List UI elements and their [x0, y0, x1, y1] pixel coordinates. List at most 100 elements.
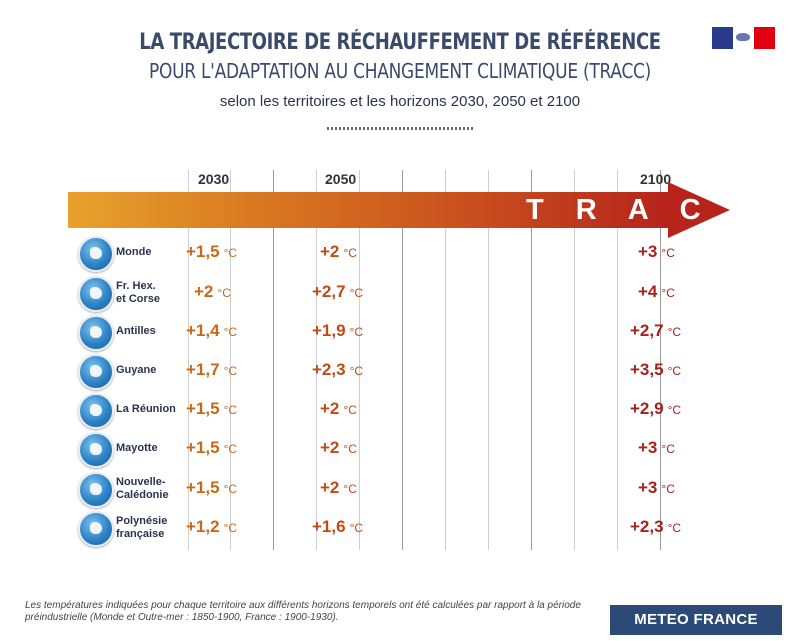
page-title: LA TRAJECTOIRE DE RÉCHAUFFEMENT DE RÉFÉR…: [139, 30, 661, 55]
unit-label: °C: [349, 286, 364, 300]
meteo-france-logo: METEO FRANCE: [610, 605, 782, 635]
territory-globe-icon: [78, 511, 114, 547]
warming-value-2100: +3 °C: [638, 478, 675, 498]
territory-label: La Réunion: [116, 403, 176, 415]
warming-value-2030: +1,5 °C: [186, 242, 237, 262]
warming-number: +1,7: [186, 360, 220, 379]
unit-label: °C: [661, 246, 675, 260]
table-row: Fr. Hex. et Corse +2 °C +2,7 °C +4 °C: [0, 276, 800, 316]
territory-globe-icon: [78, 315, 114, 351]
table-row: Mayotte +1,5 °C +2 °C +3 °C: [0, 432, 800, 472]
warming-value-2050: +2 °C: [320, 478, 357, 498]
unit-label: °C: [667, 325, 682, 339]
unit-label: °C: [343, 246, 357, 260]
warming-number: +1,5: [186, 478, 220, 497]
table-row: Antilles +1,4 °C +1,9 °C +2,7 °C: [0, 315, 800, 355]
territory-label: Nouvelle- Calédonie: [116, 476, 169, 501]
warming-value-2100: +3 °C: [638, 438, 675, 458]
territory-label: Guyane: [116, 364, 157, 376]
warming-value-2030: +2 °C: [194, 282, 231, 302]
unit-label: °C: [343, 442, 357, 456]
territory-globe-icon: [78, 472, 114, 508]
warming-number: +2,3: [312, 360, 346, 379]
unit-label: °C: [349, 521, 364, 535]
warming-number: +1,4: [186, 321, 220, 340]
warming-number: +2,3: [630, 517, 664, 536]
unit-label: °C: [223, 521, 238, 535]
warming-value-2100: +3 °C: [638, 242, 675, 262]
warming-value-2100: +2,7 °C: [630, 321, 681, 341]
warming-value-2030: +1,7 °C: [186, 360, 237, 380]
warming-number: +2: [320, 478, 340, 497]
warming-number: +1,2: [186, 517, 220, 536]
warming-value-2050: +2 °C: [320, 399, 357, 419]
warming-number: +4: [638, 282, 658, 301]
warming-number: +2: [320, 242, 340, 261]
warming-number: +2,7: [312, 282, 346, 301]
warming-number: +1,9: [312, 321, 346, 340]
tracc-arrow-head: [668, 182, 730, 238]
unit-label: °C: [217, 286, 231, 300]
unit-label: °C: [223, 442, 238, 456]
year-2100-label: 2100: [640, 171, 672, 187]
table-row: La Réunion +1,5 °C +2 °C +2,9 °C: [0, 393, 800, 433]
subtitle: selon les territoires et les horizons 20…: [219, 93, 581, 110]
warming-value-2030: +1,2 °C: [186, 517, 237, 537]
warming-value-2050: +1,6 °C: [312, 517, 363, 537]
warming-value-2050: +2,7 °C: [312, 282, 363, 302]
unit-label: °C: [223, 403, 238, 417]
footnote: Les températures indiquées pour chaque t…: [25, 600, 581, 623]
republique-francaise-logo-icon: [712, 27, 775, 49]
table-row: Polynésie française +1,2 °C +1,6 °C +2,3 °C: [0, 511, 800, 551]
territory-label: Mayotte: [116, 442, 158, 454]
warming-value-2100: +2,3 °C: [630, 517, 681, 537]
warming-value-2030: +1,5 °C: [186, 438, 237, 458]
territory-label: Fr. Hex. et Corse: [116, 280, 161, 305]
warming-number: +2: [194, 282, 214, 301]
tracc-arrow-label: T R A C C: [526, 194, 766, 226]
territory-globe-icon: [78, 354, 114, 390]
warming-number: +2: [320, 399, 340, 418]
warming-value-2030: +1,5 °C: [186, 399, 237, 419]
warming-value-2100: +3,5 °C: [630, 360, 681, 380]
page-title-line2: POUR L'ADAPTATION AU CHANGEMENT CLIMATIQ…: [148, 59, 652, 83]
warming-value-2050: +2 °C: [320, 438, 357, 458]
unit-label: °C: [343, 482, 357, 496]
table-row: Nouvelle- Calédonie +1,5 °C +2 °C +3 °C: [0, 472, 800, 512]
warming-value-2050: +2 °C: [320, 242, 357, 262]
unit-label: °C: [223, 482, 238, 496]
tracc-arrow: [68, 192, 668, 228]
warming-value-2100: +2,9 °C: [630, 399, 681, 419]
warming-number: +2,7: [630, 321, 664, 340]
unit-label: °C: [667, 521, 682, 535]
warming-value-2030: +1,5 °C: [186, 478, 237, 498]
territory-label: Antilles: [116, 325, 156, 337]
unit-label: °C: [223, 325, 238, 339]
warming-value-2100: +4 °C: [638, 282, 675, 302]
warming-number: +2,9: [630, 399, 664, 418]
unit-label: °C: [223, 246, 238, 260]
unit-label: °C: [343, 403, 357, 417]
warming-value-2050: +1,9 °C: [312, 321, 363, 341]
territory-label: Polynésie française: [116, 515, 168, 540]
warming-number: +3: [638, 438, 658, 457]
unit-label: °C: [667, 403, 682, 417]
unit-label: °C: [223, 364, 238, 378]
warming-value-2030: +1,4 °C: [186, 321, 237, 341]
territory-globe-icon: [78, 432, 114, 468]
unit-label: °C: [661, 482, 675, 496]
year-2050-label: 2050: [325, 171, 357, 187]
warming-value-2050: +2,3 °C: [312, 360, 363, 380]
warming-number: +1,5: [186, 242, 220, 261]
warming-number: +3: [638, 478, 658, 497]
title-divider: [327, 127, 473, 130]
timeline-grid: [188, 170, 688, 550]
territory-globe-icon: [78, 236, 114, 272]
warming-number: +1,5: [186, 438, 220, 457]
unit-label: °C: [349, 325, 364, 339]
warming-number: +3: [638, 242, 658, 261]
territory-globe-icon: [78, 276, 114, 312]
warming-number: +3,5: [630, 360, 664, 379]
unit-label: °C: [349, 364, 364, 378]
unit-label: °C: [661, 286, 675, 300]
